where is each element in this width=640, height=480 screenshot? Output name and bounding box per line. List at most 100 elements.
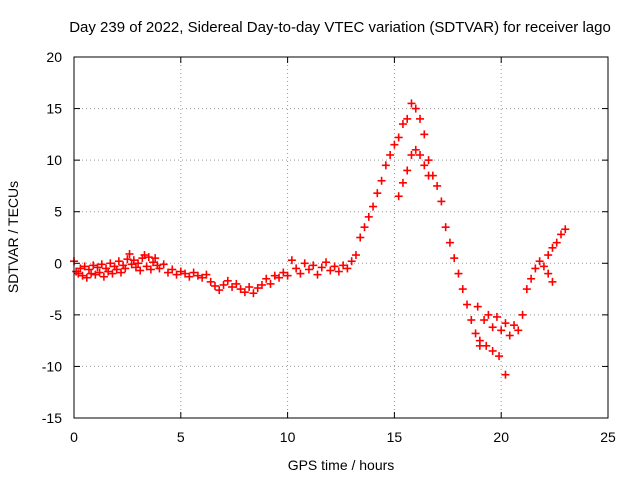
data-point	[74, 269, 83, 278]
data-point	[112, 265, 121, 274]
data-point	[95, 268, 104, 277]
data-point	[527, 274, 536, 283]
data-point	[249, 289, 258, 298]
data-point	[356, 233, 365, 242]
y-axis-label: SDTVAR / TECUs	[5, 181, 21, 293]
data-point	[89, 261, 98, 270]
data-point	[347, 257, 356, 266]
data-point	[93, 263, 102, 272]
chart-title: Day 239 of 2022, Sidereal Day-to-day VTE…	[69, 19, 611, 36]
data-point	[544, 251, 553, 260]
data-point	[142, 262, 151, 271]
data-point	[386, 150, 395, 159]
data-point	[535, 257, 544, 266]
data-point	[381, 161, 390, 170]
data-point	[437, 197, 446, 206]
data-point	[407, 99, 416, 108]
data-point	[287, 256, 296, 265]
data-point	[390, 140, 399, 149]
y-tick-label: 20	[46, 49, 62, 65]
data-point	[78, 271, 87, 280]
data-point	[240, 288, 249, 297]
data-point	[539, 262, 548, 271]
x-axis-label: GPS time / hours	[288, 457, 395, 473]
data-point	[351, 251, 360, 260]
y-tick-label: 15	[46, 101, 62, 117]
y-tick-label: 0	[54, 255, 62, 271]
data-point	[450, 254, 459, 263]
data-point	[548, 243, 557, 252]
data-point	[518, 310, 527, 319]
x-tick-label: 15	[387, 429, 403, 445]
x-tick-label: 0	[70, 429, 78, 445]
data-point	[377, 176, 386, 185]
y-tick-label: 10	[46, 152, 62, 168]
data-point	[131, 263, 140, 272]
data-point	[510, 321, 519, 330]
data-point	[198, 273, 207, 282]
data-point	[116, 268, 125, 277]
data-point	[475, 336, 484, 345]
data-point	[99, 272, 108, 281]
data-point	[87, 269, 96, 278]
data-point	[531, 264, 540, 273]
data-point	[454, 269, 463, 278]
data-point	[433, 181, 442, 190]
data-point	[228, 283, 237, 292]
data-point	[97, 260, 106, 269]
data-point	[313, 270, 322, 279]
data-point	[262, 274, 271, 283]
axis-ticks: 0 5 10 15 20 25 -15 -10 -5 0 5 10 15 20	[42, 49, 616, 445]
data-point	[123, 255, 132, 264]
x-tick-label: 5	[177, 429, 185, 445]
data-point	[339, 261, 348, 270]
data-point	[210, 281, 219, 290]
data-point	[146, 265, 155, 274]
data-point	[471, 329, 480, 338]
data-point	[136, 266, 145, 275]
data-point	[557, 230, 566, 239]
data-point	[369, 202, 378, 211]
data-point	[300, 259, 309, 268]
data-point	[403, 166, 412, 175]
x-tick-label: 10	[280, 429, 296, 445]
data-point	[292, 264, 301, 273]
data-point	[505, 331, 514, 340]
y-tick-label: -15	[42, 410, 62, 426]
data-point	[473, 302, 482, 311]
data-point	[416, 150, 425, 159]
data-point	[168, 265, 177, 274]
data-point	[151, 254, 160, 263]
data-point	[488, 323, 497, 332]
plot-frame	[73, 56, 609, 419]
data-point	[398, 120, 407, 129]
data-point	[497, 326, 506, 335]
data-point	[322, 258, 331, 267]
data-point	[411, 145, 420, 154]
data-point	[501, 370, 510, 379]
data-point	[114, 257, 123, 266]
data-point	[236, 285, 245, 294]
data-point	[360, 223, 369, 232]
data-point	[134, 259, 143, 268]
data-point	[80, 262, 89, 271]
data-point	[127, 260, 136, 269]
data-point	[334, 267, 343, 276]
data-point	[140, 251, 149, 260]
data-point	[275, 273, 284, 282]
data-point	[163, 268, 172, 277]
data-point	[266, 279, 275, 288]
data-point	[544, 269, 553, 278]
data-point	[104, 267, 113, 276]
data-point	[245, 283, 254, 292]
y-tick-label: 5	[54, 204, 62, 220]
data-point	[364, 212, 373, 221]
data-point	[270, 271, 279, 280]
data-point	[84, 265, 93, 274]
data-point	[129, 256, 138, 265]
data-point	[144, 253, 153, 262]
data-point	[108, 269, 117, 278]
data-point	[488, 346, 497, 355]
